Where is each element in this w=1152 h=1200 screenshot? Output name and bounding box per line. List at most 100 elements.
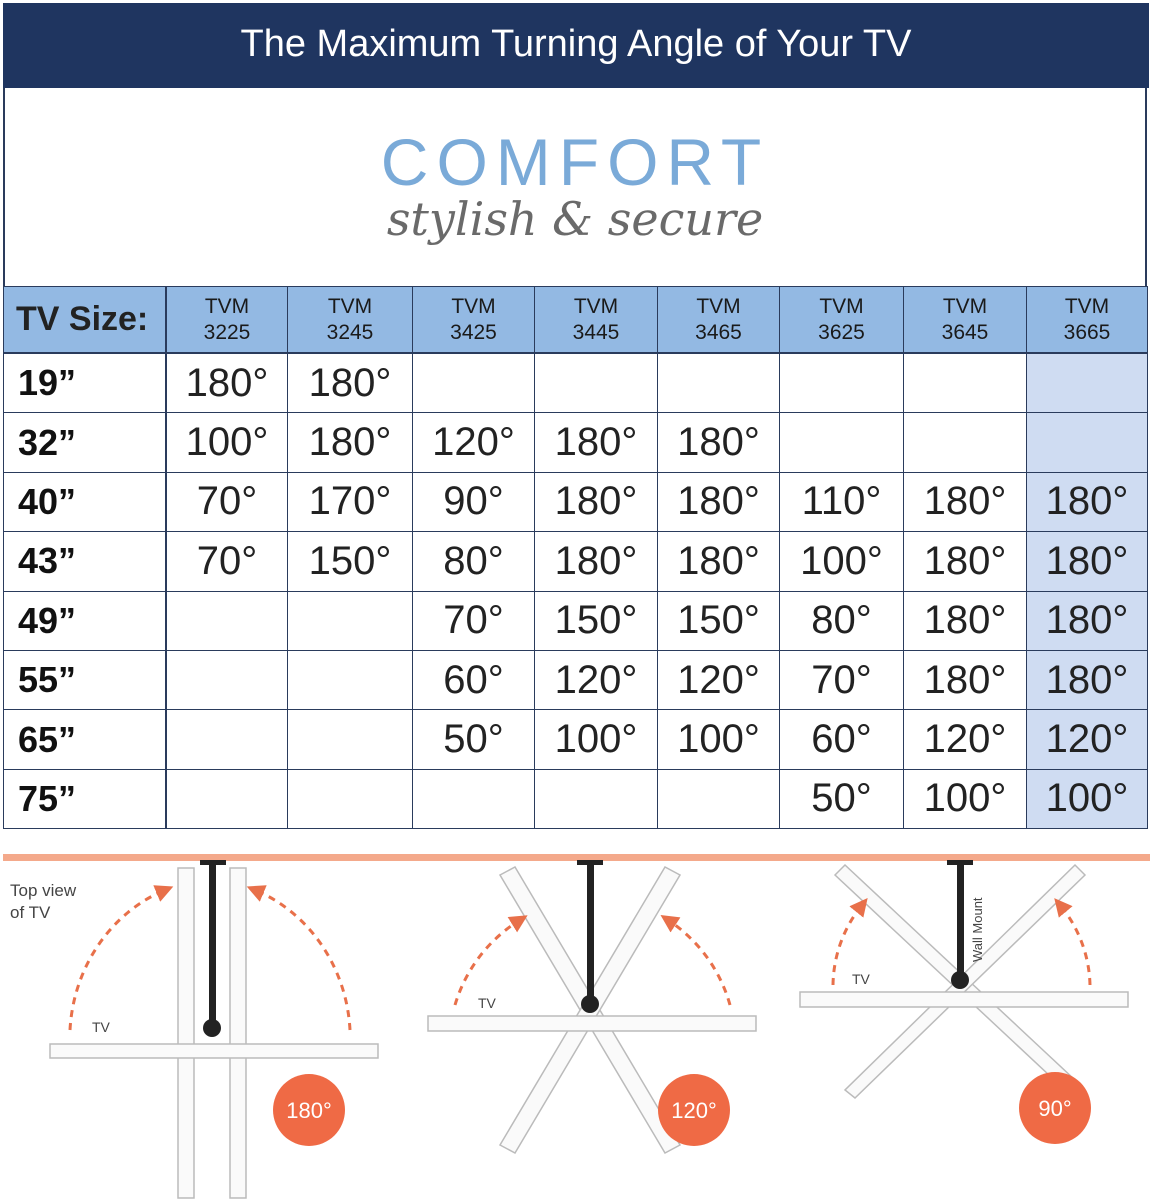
angle-cell [779, 412, 904, 473]
angle-cell [657, 768, 780, 830]
angle-cell: 180° [903, 471, 1027, 533]
column-header: TVM 3625 [779, 286, 904, 353]
angle-cell: 100° [1026, 768, 1148, 830]
angle-cell: 180° [903, 650, 1027, 711]
row-size: 55” [3, 650, 166, 711]
angle-cell: 50° [412, 709, 535, 770]
caption: Top view [10, 881, 77, 900]
angle-cell: 150° [534, 590, 658, 651]
angle-badge: 180° [286, 1098, 332, 1123]
angle-badge: 120° [671, 1098, 717, 1123]
angle-cell: 90° [412, 471, 535, 533]
diagram-2 [427, 860, 757, 1154]
model-line1: TVM [204, 294, 250, 318]
model-line2: 3245 [326, 320, 374, 344]
column-header: TVM 3465 [657, 286, 780, 353]
angle-cell: 60° [779, 709, 904, 770]
angle-cell [166, 590, 288, 651]
angle-cell: 150° [287, 531, 413, 592]
model-line2: 3645 [941, 320, 989, 344]
angle-cell [287, 590, 413, 651]
tv-label: TV [478, 995, 497, 1011]
angle-cell: 180° [534, 531, 658, 592]
mount-label: Wall Mount [970, 897, 985, 962]
angle-cell: 120° [1026, 709, 1148, 770]
tv-label: TV [92, 1019, 111, 1035]
row-size: 19” [3, 353, 166, 414]
diagram-1 [49, 860, 379, 1199]
row-size: 32” [3, 412, 166, 473]
tv-label: TV [852, 971, 871, 987]
angle-cell: 70° [166, 471, 288, 533]
angle-cell [903, 353, 1027, 414]
column-header: TVM 3645 [903, 286, 1027, 353]
row-size: 75” [3, 768, 166, 830]
row-size: 40” [3, 471, 166, 533]
header-cell: TV Size: [3, 286, 166, 353]
model-line2: 3465 [695, 320, 742, 344]
tagline: stylish & secure [386, 192, 764, 246]
model-line2: 3225 [203, 320, 251, 344]
angle-cell: 180° [903, 590, 1027, 651]
angle-cell: 120° [412, 412, 535, 473]
angle-cell: 70° [779, 650, 904, 711]
angle-cell: 100° [657, 709, 780, 770]
angle-cell: 180° [166, 353, 288, 414]
angle-cell: 110° [779, 471, 904, 533]
angle-cell: 180° [1026, 531, 1148, 592]
angle-cell [287, 650, 413, 711]
brand: COMFORT [380, 125, 770, 199]
angle-cell [657, 353, 780, 414]
angle-cell: 100° [166, 412, 288, 473]
wall [3, 854, 1150, 861]
column-header: TVM 3665 [1026, 286, 1148, 353]
angle-cell [1026, 353, 1148, 414]
row-size: 43” [3, 531, 166, 592]
model-line1: TVM [819, 294, 864, 318]
angle-cell: 70° [166, 531, 288, 592]
angle-cell [287, 709, 413, 770]
angle-cell [1026, 412, 1148, 473]
angle-cell: 150° [657, 590, 780, 651]
angle-cell [534, 353, 658, 414]
angle-cell: 120° [903, 709, 1027, 770]
angle-cell: 180° [1026, 590, 1148, 651]
angle-cell: 100° [534, 709, 658, 770]
angle-cell: 180° [534, 412, 658, 473]
model-line2: 3445 [572, 320, 620, 344]
angle-cell: 180° [534, 471, 658, 533]
angle-cell: 180° [287, 412, 413, 473]
angle-cell: 180° [657, 412, 780, 473]
angle-cell: 180° [287, 353, 413, 414]
angle-cell: 180° [903, 531, 1027, 592]
column-header: TVM 3225 [166, 286, 288, 353]
angle-cell: 120° [534, 650, 658, 711]
angle-cell [287, 768, 413, 830]
row-size: 49” [3, 590, 166, 651]
model-line1: TVM [573, 294, 619, 318]
angle-cell [779, 353, 904, 414]
angle-cell: 60° [412, 650, 535, 711]
angle-cell: 80° [412, 531, 535, 592]
model-line1: TVM [451, 294, 496, 318]
column-header: TVM 3245 [287, 286, 413, 353]
model-line1: TVM [696, 294, 741, 318]
logo: COMFORT stylish & secure [3, 88, 1147, 286]
diagrams: Top view of TV TV 180° TV 120° TV Wall M… [3, 854, 1150, 1199]
angle-cell [412, 353, 535, 414]
model-line2: 3425 [450, 320, 497, 344]
angle-cell [534, 768, 658, 830]
angle-cell: 80° [779, 590, 904, 651]
caption: of TV [10, 903, 51, 922]
row-size: 65” [3, 709, 166, 770]
angle-cell: 50° [779, 768, 904, 830]
angle-cell: 70° [412, 590, 535, 651]
angle-cell [166, 768, 288, 830]
angle-cell: 180° [657, 531, 780, 592]
header-title: The Maximum Turning Angle of Your TV [3, 3, 1149, 88]
model-line1: TVM [1064, 294, 1110, 318]
angle-cell [166, 650, 288, 711]
angle-cell: 120° [657, 650, 780, 711]
angle-cell [166, 709, 288, 770]
